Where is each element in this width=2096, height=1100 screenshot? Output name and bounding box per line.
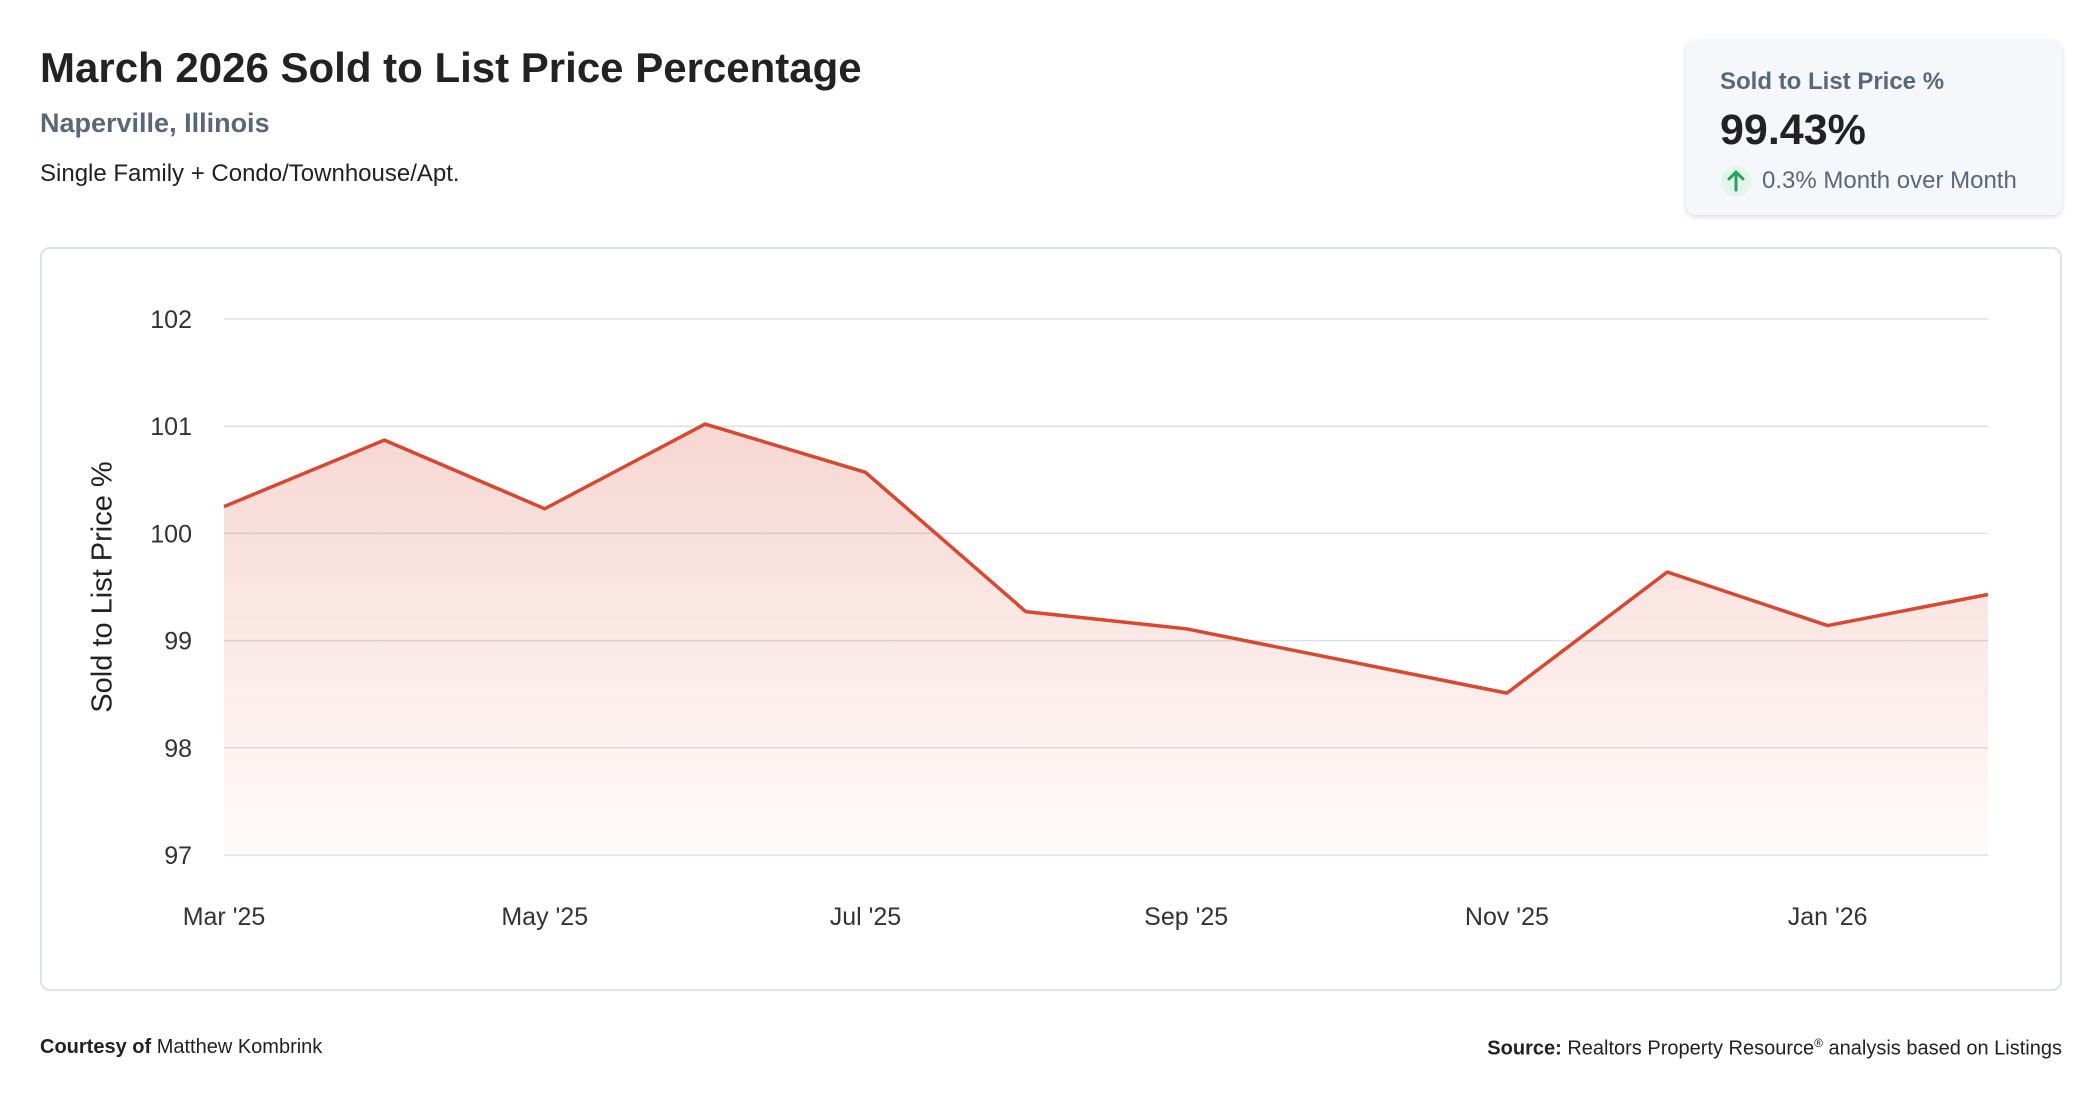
chart-container: 97 98 99 100 101 102 Mar '25 May '25 Jul '25 Sep… — [40, 247, 2062, 991]
stat-label: Sold to List Price % — [1720, 68, 1945, 95]
source-footer: Source: Realtors Property Resource® anal… — [1487, 1036, 2062, 1061]
x-axis-ticks: Mar '25 May '25 Jul '25 Sep '25 Nov '25 Jan '… — [183, 903, 1868, 931]
area-fill — [224, 424, 1988, 855]
stat-change: 0.3% Month over Month — [1720, 165, 2028, 197]
stat-change-text: 0.3% Month over Month — [1762, 167, 2017, 194]
y-tick-label: 100 — [150, 520, 192, 548]
property-types: Single Family + Condo/Townhouse/Apt. — [40, 160, 460, 187]
line-chart: 97 98 99 100 101 102 Mar '25 May '25 Jul '25 Sep… — [87, 306, 1989, 931]
series-line — [223, 422, 1989, 695]
x-tick-label: Jul '25 — [830, 903, 901, 931]
area-shape — [224, 424, 1988, 855]
y-tick-label: 102 — [150, 306, 192, 334]
page-title: March 2026 Sold to List Price Percentage — [40, 44, 862, 91]
x-tick-label: Mar '25 — [183, 903, 266, 931]
stat-card: Sold to List Price % 99.43% 0.3% Month o… — [1686, 40, 2062, 215]
courtesy-name: Matthew Kombrink — [156, 1036, 323, 1058]
x-tick-label: Nov '25 — [1465, 903, 1549, 931]
courtesy-label: Courtesy of — [40, 1036, 152, 1058]
y-axis-ticks: 97 98 99 100 101 102 — [150, 306, 192, 870]
courtesy-footer: Courtesy of Matthew Kombrink — [40, 1036, 322, 1059]
series-line-path — [223, 422, 1989, 695]
y-axis-title: Sold to List Price % — [87, 461, 119, 712]
arrow-up-icon — [1721, 166, 1751, 196]
y-tick-label: 98 — [164, 735, 192, 763]
stat-value: 99.43% — [1720, 106, 1866, 154]
source-text: Realtors Property Resource — [1567, 1037, 1815, 1060]
y-tick-label: 99 — [164, 628, 192, 656]
x-tick-label: Sep '25 — [1144, 903, 1228, 931]
x-tick-label: May '25 — [501, 903, 588, 931]
location-subtitle: Naperville, Illinois — [40, 108, 270, 138]
y-tick-label: 101 — [150, 413, 192, 441]
y-tick-label: 97 — [164, 842, 192, 870]
source-label: Source: — [1487, 1037, 1562, 1060]
registered-mark: ® — [1814, 1036, 1823, 1050]
source-text-suffix: analysis based on Listings — [1822, 1037, 2063, 1060]
x-tick-label: Jan '26 — [1788, 903, 1868, 931]
